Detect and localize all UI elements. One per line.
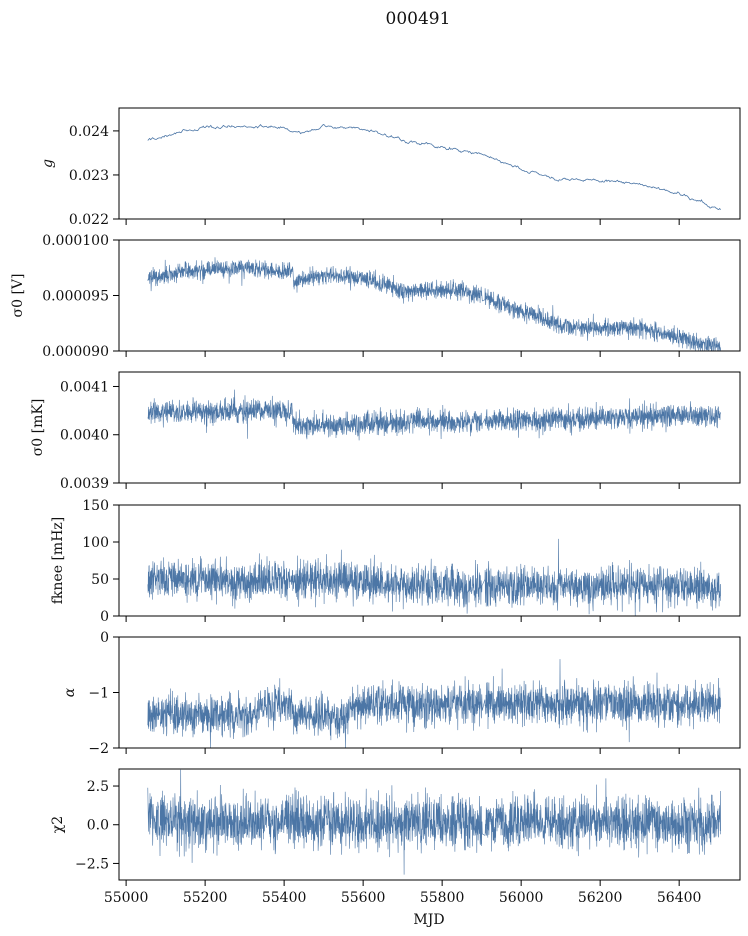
- y-tick-label: 100: [82, 535, 109, 551]
- series-line-5: [147, 769, 721, 875]
- y-tick-label: 2.5: [87, 779, 109, 795]
- y-axis-label: α: [62, 687, 78, 697]
- y-axis-label: g: [40, 159, 56, 168]
- series-line-1: [147, 257, 721, 352]
- axes-frame-1: [118, 239, 741, 352]
- y-tick-label: 0.024: [69, 124, 109, 140]
- y-tick-label: 0.0040: [60, 428, 109, 444]
- y-tick-label: 0: [100, 630, 109, 646]
- y-tick-label: 0.0039: [60, 476, 109, 492]
- x-tick-label: 55800: [420, 890, 465, 906]
- x-tick-label: 55400: [262, 890, 307, 906]
- figure-title: 000491: [386, 9, 451, 29]
- y-tick-label: −1: [88, 686, 109, 702]
- series-line-2: [147, 389, 721, 441]
- y-tick-label: 0.022: [69, 212, 109, 228]
- axes-frame-3: [118, 504, 741, 617]
- series-line-4: [147, 659, 721, 749]
- x-tick-label: 56000: [499, 890, 544, 906]
- y-tick-label: −2: [88, 741, 109, 757]
- series-line-3: [147, 538, 721, 617]
- x-tick-label: 55600: [341, 890, 386, 906]
- x-tick-label: 55000: [104, 890, 149, 906]
- y-axis-label: σ0 [mK]: [30, 399, 46, 457]
- y-tick-label: 0.000095: [42, 289, 109, 305]
- y-tick-label: 0: [100, 609, 109, 625]
- y-tick-label: 0.023: [69, 168, 109, 184]
- y-axis-label: σ0 [V]: [10, 274, 26, 318]
- x-tick-label: 56200: [578, 890, 623, 906]
- axes-frame-0: [118, 107, 741, 220]
- axes-frame-2: [118, 371, 741, 484]
- y-axis-label: χ2: [50, 816, 66, 833]
- x-tick-label: 56400: [657, 890, 702, 906]
- x-axis-label: MJD: [413, 912, 444, 928]
- y-tick-label: 0.0: [87, 818, 109, 834]
- y-tick-label: 0.000090: [42, 344, 109, 360]
- y-axis-label: fknee [mHz]: [50, 517, 66, 605]
- y-tick-label: 0.000100: [42, 233, 109, 249]
- x-tick-label: 55200: [183, 890, 228, 906]
- y-tick-label: −2.5: [75, 856, 109, 872]
- y-tick-label: 150: [82, 498, 109, 514]
- y-tick-label: 0.0041: [60, 379, 109, 395]
- y-tick-label: 50: [91, 572, 109, 588]
- series-line-0: [147, 123, 721, 210]
